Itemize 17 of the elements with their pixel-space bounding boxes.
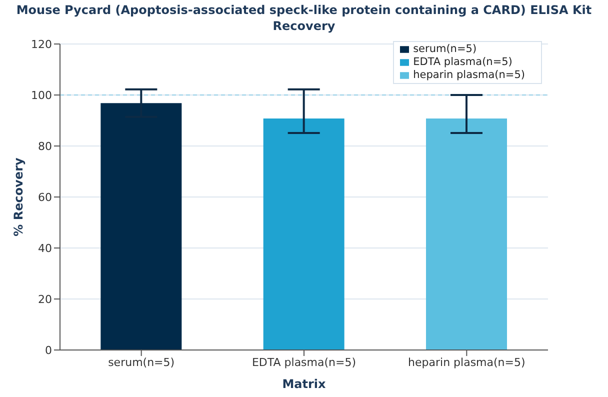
y-tick-label: 20	[38, 292, 52, 306]
legend-label: serum(n=5)	[413, 43, 477, 55]
legend-label: EDTA plasma(n=5)	[413, 56, 512, 68]
x-tick-label: EDTA plasma(n=5)	[252, 356, 356, 369]
legend-label: heparin plasma(n=5)	[413, 69, 525, 81]
y-tick-label: 120	[31, 38, 52, 51]
chart-title: Mouse Pycard (Apoptosis-associated speck-like protein containing a CARD) ELISA Kit	[15, 2, 593, 18]
y-tick-label: 40	[38, 242, 52, 255]
y-tick-label: 60	[38, 190, 52, 204]
chart-subtitle: Recovery	[272, 18, 336, 34]
y-tick-label: 0	[45, 344, 52, 357]
x-axis-title: Matrix	[282, 377, 326, 391]
x-tick-label: serum(n=5)	[108, 356, 175, 369]
y-tick-label: 80	[38, 140, 52, 153]
y-tick-label: 100	[31, 88, 52, 102]
y-axis-title: % Recovery	[11, 158, 26, 236]
x-tick-label: heparin plasma(n=5)	[408, 356, 526, 369]
